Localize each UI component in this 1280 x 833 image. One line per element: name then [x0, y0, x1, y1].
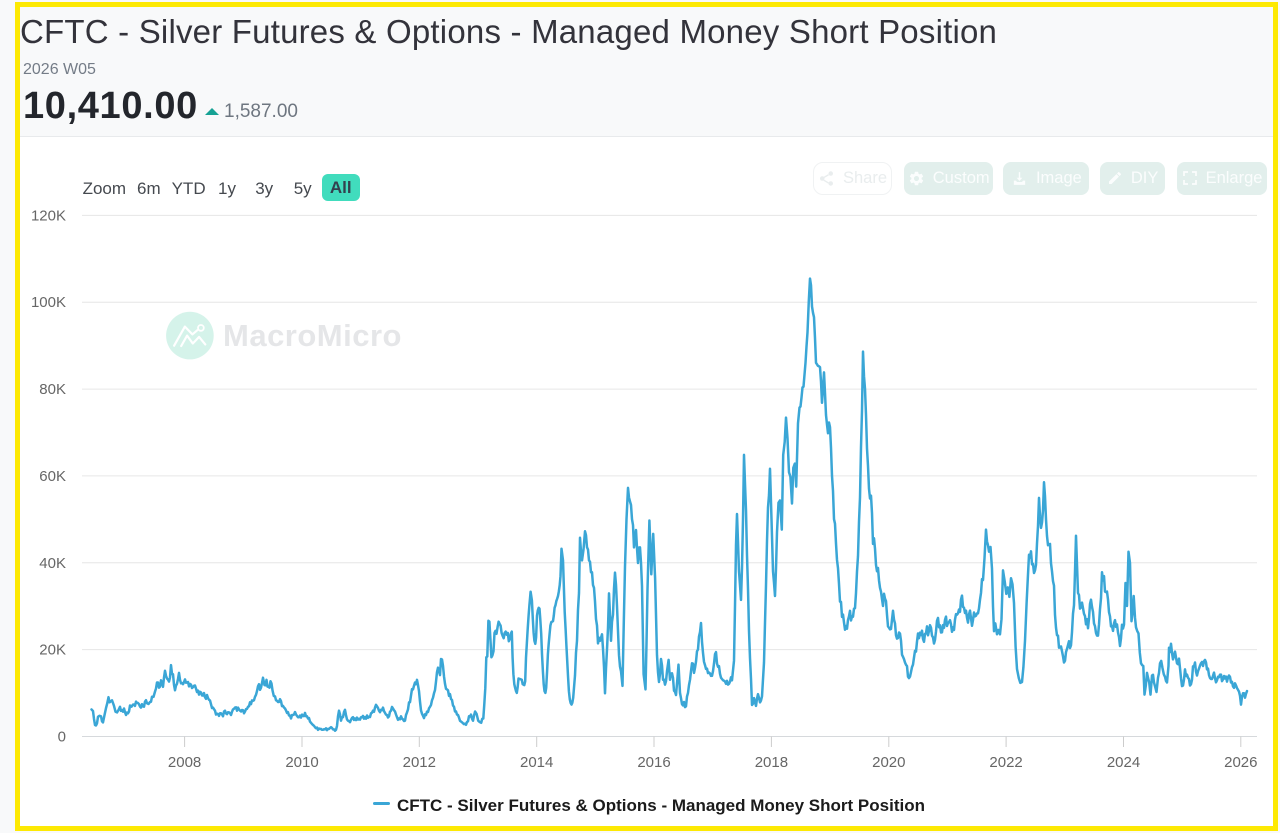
svg-text:2026: 2026 — [1224, 754, 1257, 771]
svg-text:2020: 2020 — [872, 754, 905, 771]
svg-text:40K: 40K — [39, 555, 66, 572]
svg-text:100K: 100K — [31, 294, 66, 311]
svg-text:2008: 2008 — [168, 754, 201, 771]
svg-text:2024: 2024 — [1107, 754, 1140, 771]
svg-text:2022: 2022 — [989, 754, 1022, 771]
svg-text:2010: 2010 — [285, 754, 318, 771]
svg-text:2018: 2018 — [755, 754, 788, 771]
svg-text:120K: 120K — [31, 207, 66, 224]
svg-text:80K: 80K — [39, 381, 66, 398]
svg-text:2014: 2014 — [520, 754, 553, 771]
svg-text:MacroMicro: MacroMicro — [223, 318, 402, 353]
svg-text:60K: 60K — [39, 468, 66, 485]
svg-text:20K: 20K — [39, 642, 66, 659]
svg-text:2016: 2016 — [637, 754, 670, 771]
svg-text:0: 0 — [58, 729, 66, 746]
svg-text:2012: 2012 — [403, 754, 436, 771]
